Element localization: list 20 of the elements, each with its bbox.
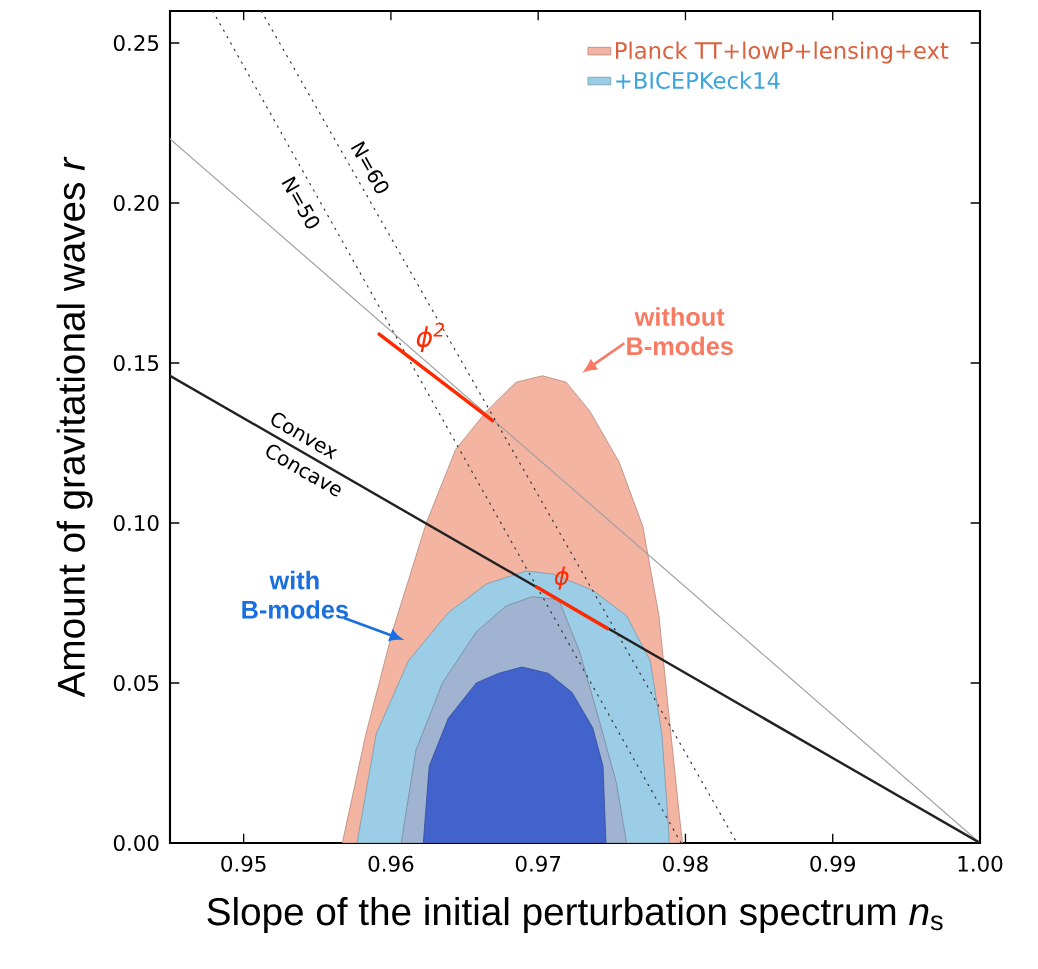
x-axis-title: Slope of the initial perturbation spectrum n$_{s}$	[207, 896, 943, 934]
y-tick-label: 0.00	[113, 834, 159, 852]
y-tick-label: 0.10	[113, 514, 159, 532]
legend-label: +BICEPKeck14	[616, 71, 780, 89]
legend-label: Planck TT+lowP+lensing+ext	[616, 41, 949, 64]
y-tick-label: 0.20	[113, 194, 159, 212]
x-tick-label: 0.97	[515, 855, 561, 872]
y-tick-label: 0.25	[113, 34, 159, 52]
x-tick-label: 0.98	[663, 855, 708, 872]
annotation: ϕ$^{2}$	[416, 322, 444, 353]
annotation: without B-modes	[627, 307, 733, 356]
annotation: with B-modes	[242, 570, 348, 619]
y-tick-label: 0.05	[113, 674, 159, 692]
x-tick-label: 1.00	[958, 855, 1003, 872]
x-tick-label: 0.96	[368, 855, 414, 872]
annotation: ϕ	[554, 566, 569, 590]
y-axis-title: Amount of gravitational waves r	[56, 156, 93, 698]
y-tick-label: 0.15	[113, 354, 159, 372]
x-tick-label: 0.95	[221, 855, 266, 872]
x-tick-label: 0.99	[810, 855, 855, 872]
